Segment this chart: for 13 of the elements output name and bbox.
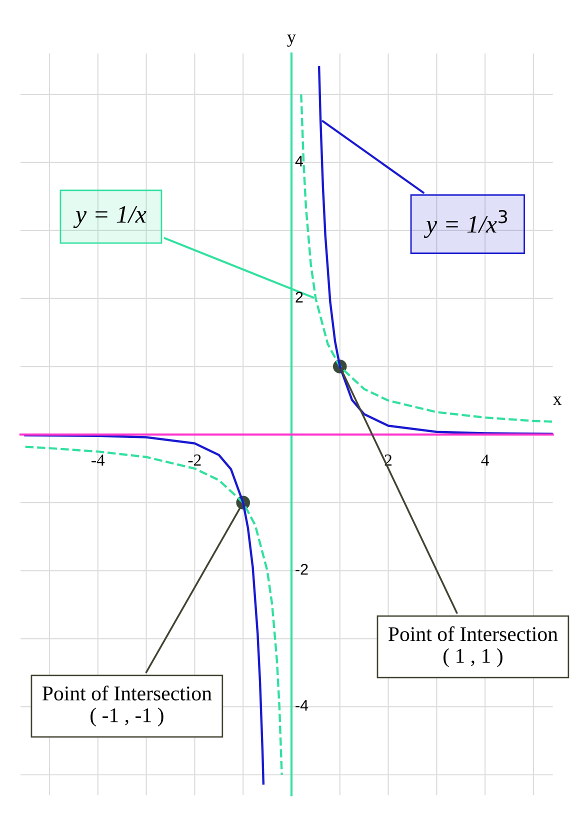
annotation: Point of Intersection ( -1 , -1 ) <box>42 686 212 727</box>
y-tick-label: -4 <box>296 700 308 711</box>
y-axis-title: y <box>287 34 296 47</box>
x-tick-label: -4 <box>92 454 105 466</box>
annotation: Point of Intersection ( 1 , 1 ) <box>388 626 558 668</box>
x-tick-label: -2 <box>188 454 201 466</box>
text: y = 1/x$^{3}$ <box>424 210 508 238</box>
y-tick-label: 4 <box>295 156 304 166</box>
y-tick-label: -2 <box>296 564 308 575</box>
x-axis-title: x <box>552 396 562 405</box>
text: y = 1/x <box>73 206 146 228</box>
y-tick-label: 2 <box>296 292 303 302</box>
x-tick-label: 4 <box>481 454 489 466</box>
